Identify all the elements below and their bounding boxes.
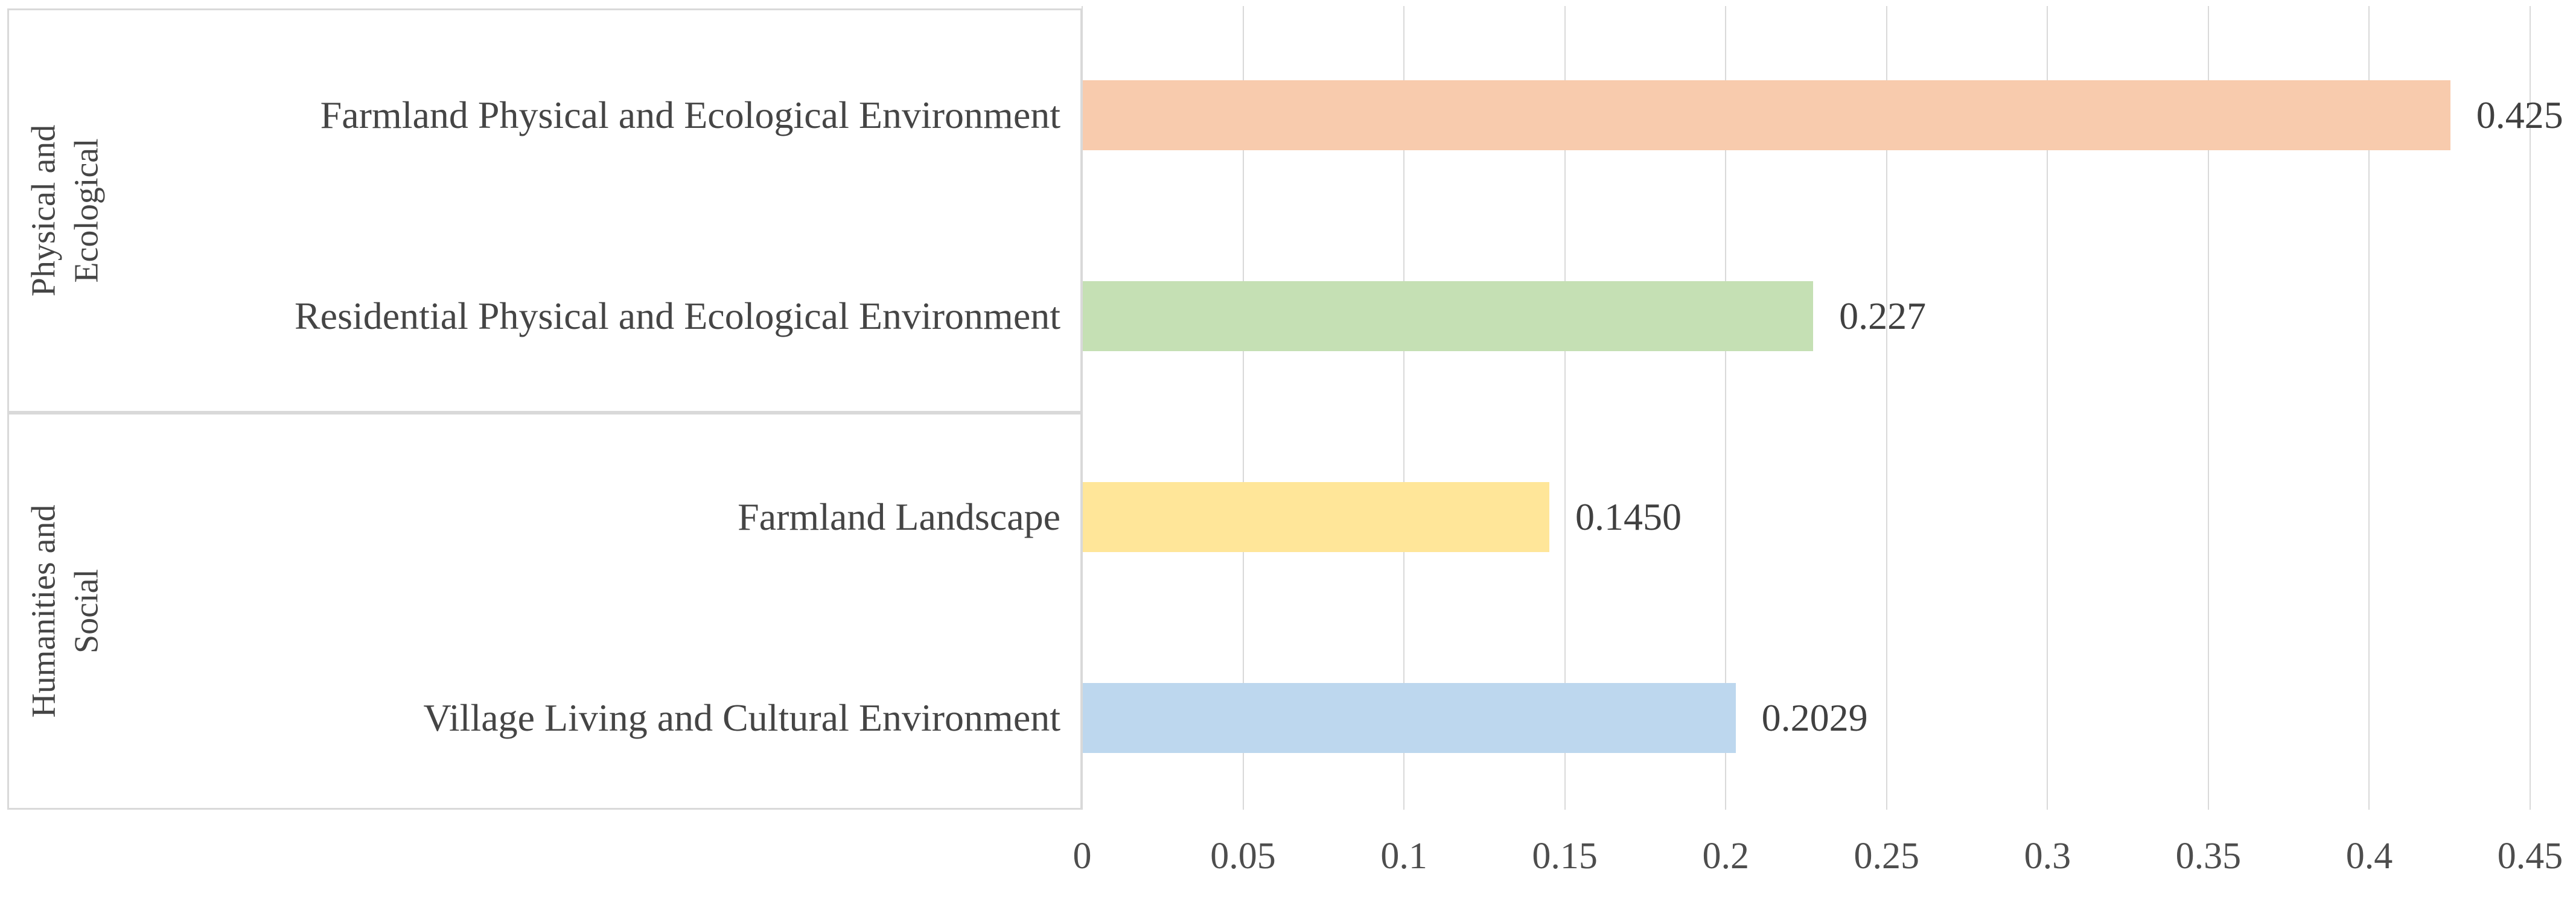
gridline-0.35 (2207, 6, 2209, 810)
x-tick-label-0.15: 0.15 (1532, 836, 1598, 877)
gridline-0 (1082, 6, 1083, 810)
gridline-0.15 (1564, 6, 1566, 810)
group-label-line: Physical and (25, 124, 63, 297)
value-label-0: 0.425 (2476, 93, 2563, 136)
gridline-0.05 (1242, 6, 1244, 810)
x-tick-label-0.25: 0.25 (1854, 836, 1920, 877)
category-label-3: Village Living and Cultural Environment (423, 696, 1061, 739)
x-tick-label-0.1: 0.1 (1380, 836, 1427, 877)
group-box-0 (7, 8, 1082, 413)
gridline-0.4 (2368, 6, 2370, 810)
category-label-0: Farmland Physical and Ecological Environ… (320, 93, 1060, 136)
gridline-0.2 (1725, 6, 1727, 810)
x-tick-label-0.45: 0.45 (2497, 836, 2563, 877)
value-label-2: 0.1450 (1575, 495, 1682, 538)
bar-1 (1083, 281, 1814, 351)
value-label-1: 0.227 (1839, 294, 1927, 337)
x-tick-label-0: 0 (1073, 836, 1092, 877)
gridline-0.45 (2530, 6, 2531, 810)
x-tick-label-0.3: 0.3 (2024, 836, 2071, 877)
group-label-0: Physical and Ecological (22, 125, 107, 297)
gridline-0.3 (2047, 6, 2048, 810)
gridline-0.1 (1403, 6, 1405, 810)
group-box-1 (7, 413, 1082, 810)
x-tick-label-0.05: 0.05 (1210, 836, 1276, 877)
group-label-line: Humanities and (25, 504, 63, 718)
group-label-line: Ecological (68, 138, 105, 283)
gridline-0.25 (1886, 6, 1887, 810)
category-label-2: Farmland Landscape (738, 495, 1060, 538)
bar-3 (1083, 682, 1736, 753)
x-tick-label-0.4: 0.4 (2345, 836, 2393, 877)
group-label-1: Humanities and Social (22, 504, 107, 717)
x-tick-label-0.2: 0.2 (1702, 836, 1749, 877)
value-label-3: 0.2029 (1761, 696, 1868, 739)
group-label-line: Social (68, 569, 105, 653)
x-tick-label-0.35: 0.35 (2175, 836, 2242, 877)
category-label-1: Residential Physical and Ecological Envi… (294, 294, 1060, 337)
bar-2 (1083, 481, 1549, 552)
bar-0 (1083, 80, 2450, 150)
